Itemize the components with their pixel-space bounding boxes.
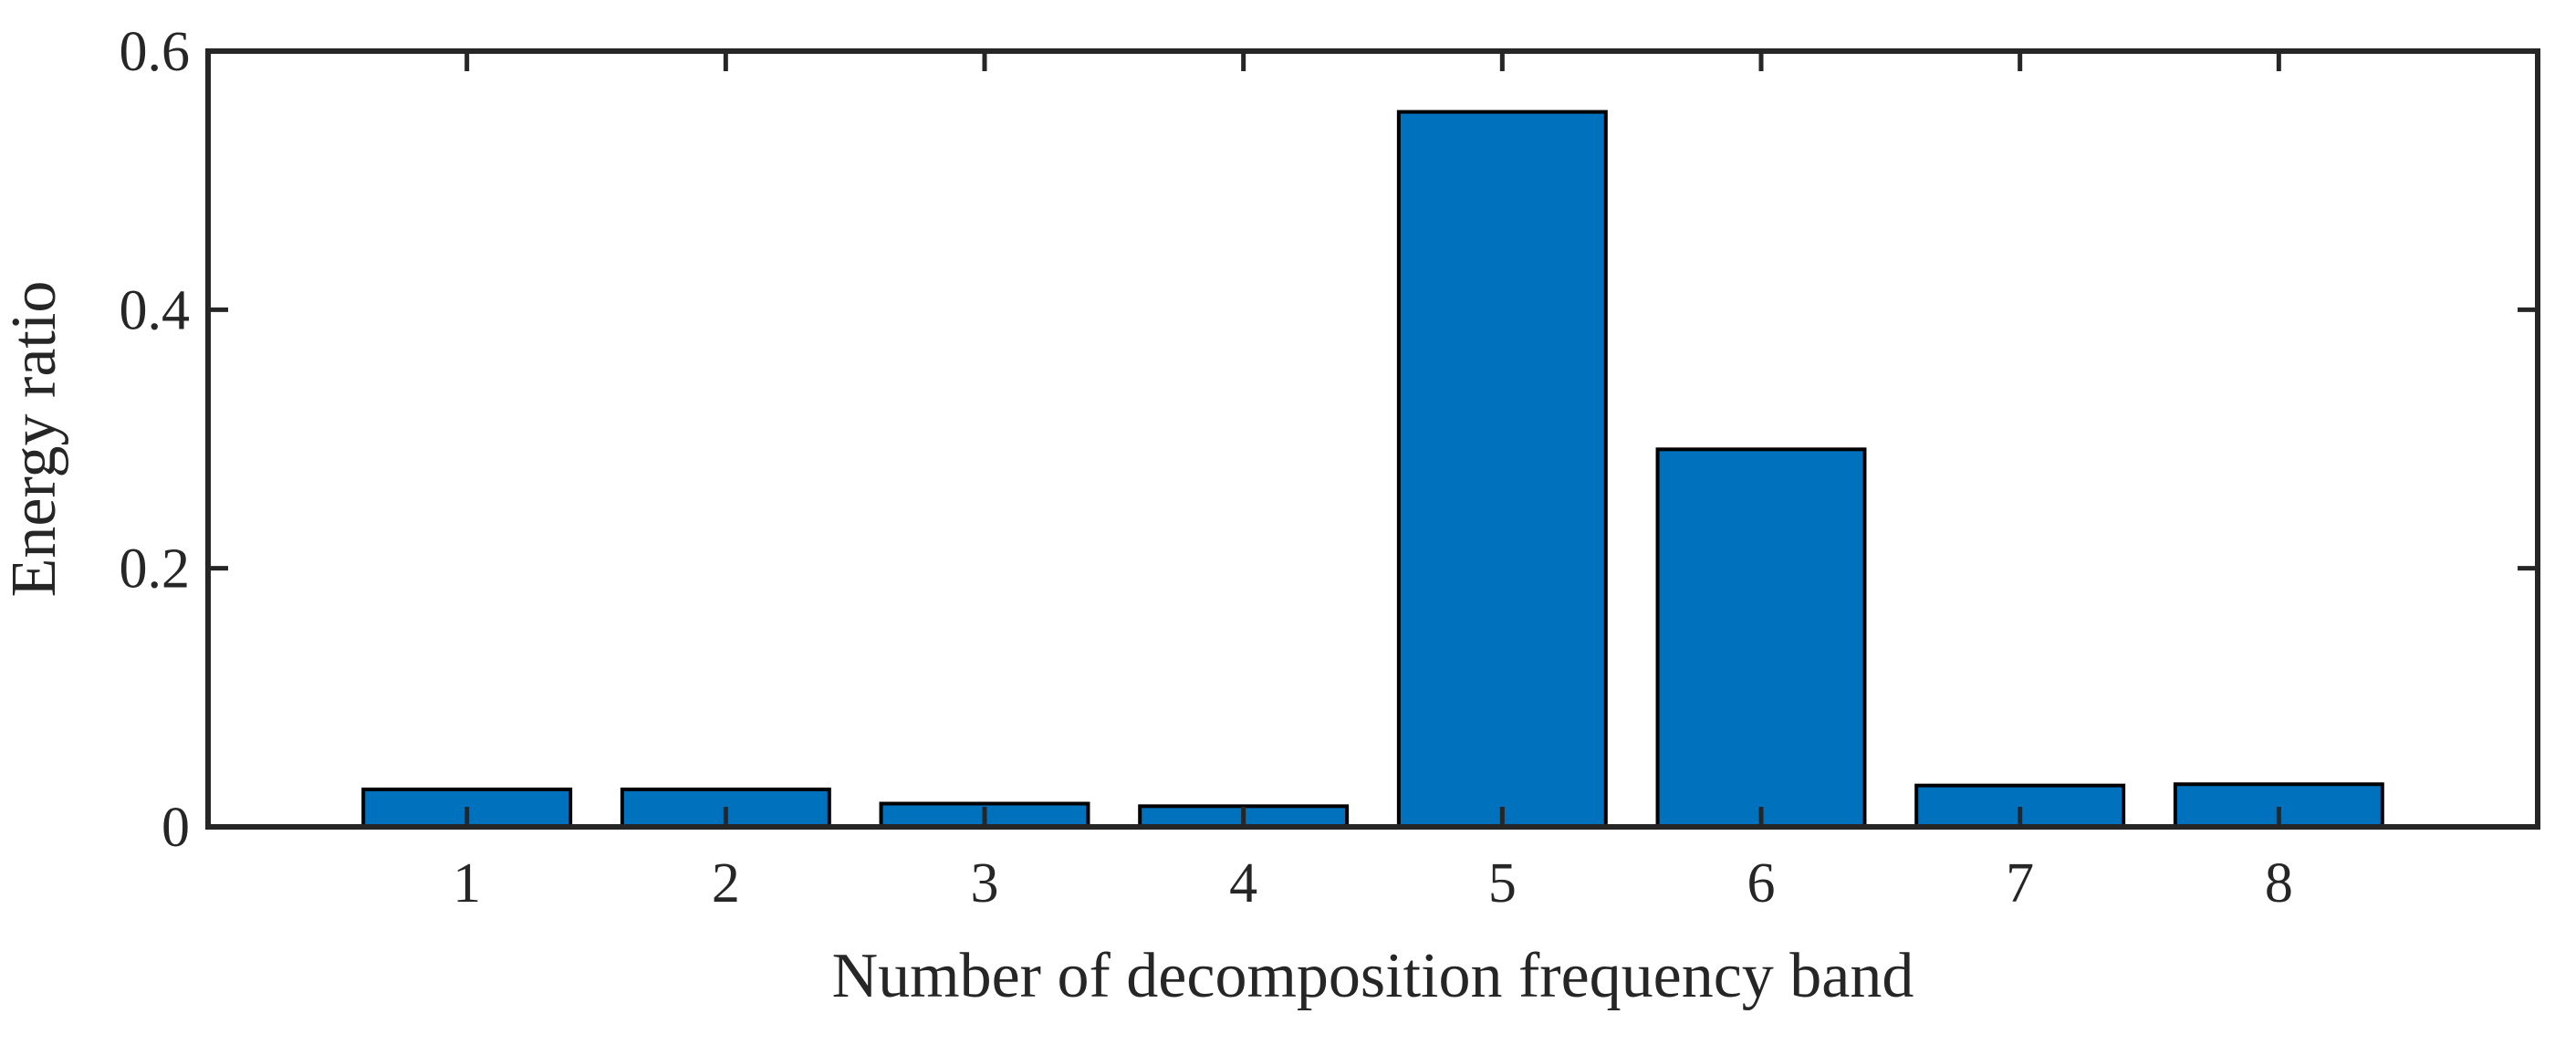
y-tick-labels: 0 0.2 0.4 0.6 — [120, 21, 191, 859]
y-tick-label-0.2: 0.2 — [120, 538, 191, 601]
bar-5 — [1396, 110, 1608, 830]
x-tick-label-2: 2 — [712, 852, 740, 914]
x-tick-label-3: 3 — [971, 852, 999, 914]
x-tick-label-5: 5 — [1488, 852, 1517, 914]
x-tick-label-4: 4 — [1229, 852, 1257, 914]
y-axis-label: Energy ratio — [0, 281, 69, 598]
x-tick-labels: 1 2 3 4 5 6 7 8 — [453, 852, 2293, 914]
y-tick-label-0: 0 — [162, 797, 190, 859]
x-tick-label-6: 6 — [1747, 852, 1776, 914]
y-tick-label-0.6: 0.6 — [120, 21, 191, 83]
bars-group — [361, 110, 2384, 830]
bar-6 — [1655, 447, 1867, 829]
axes-box — [205, 48, 2540, 830]
y-tick-label-0.4: 0.4 — [120, 279, 191, 341]
x-tick-label-8: 8 — [2265, 852, 2293, 914]
x-axis-label: Number of decomposition frequency band — [832, 941, 1914, 1011]
ticks-group — [208, 48, 2538, 830]
x-tick-label-1: 1 — [453, 852, 481, 914]
x-tick-label-7: 7 — [2006, 852, 2034, 914]
